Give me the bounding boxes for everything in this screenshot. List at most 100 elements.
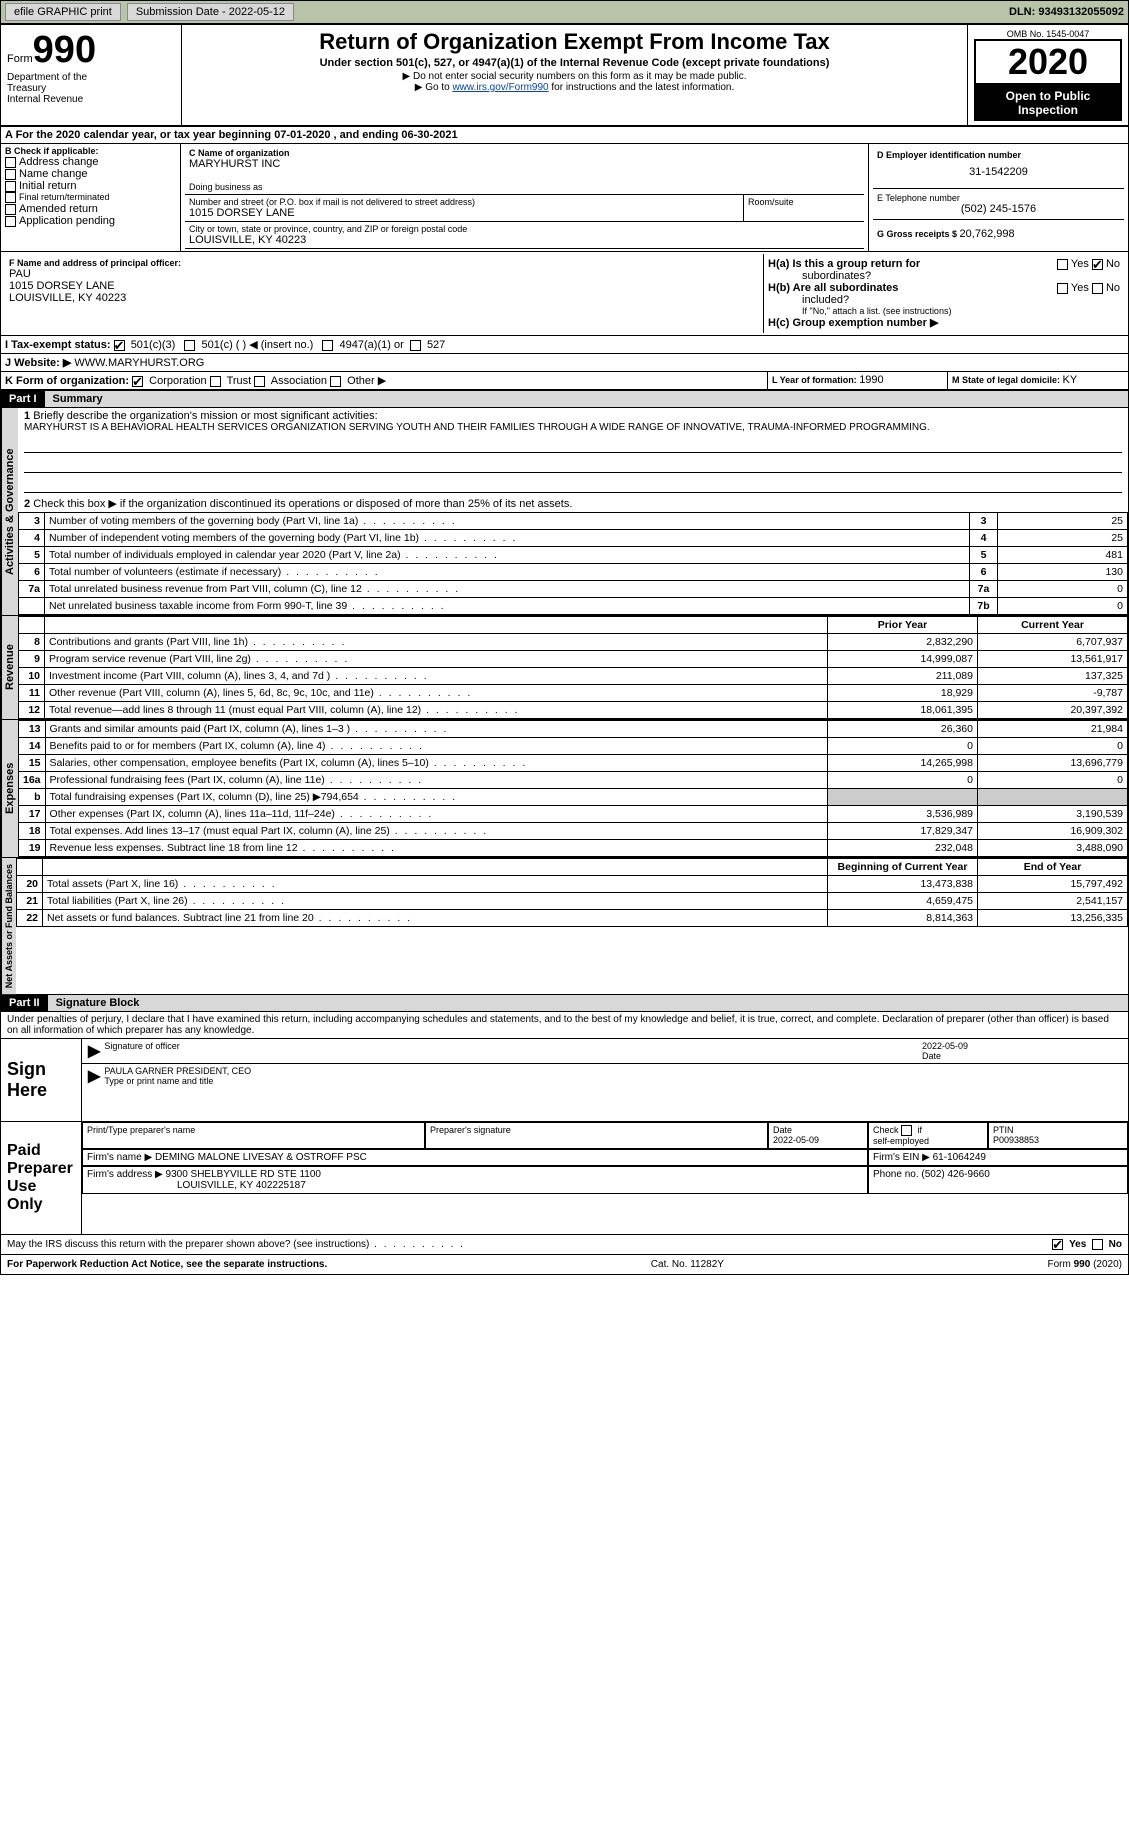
b-amended: Amended return: [19, 203, 98, 215]
table-row: 13Grants and similar amounts paid (Part …: [19, 721, 1128, 738]
chk-527[interactable]: [410, 340, 421, 351]
i-opt-501c: 501(c) ( ) ◀ (insert no.): [202, 339, 314, 351]
tab-net-assets: Net Assets or Fund Balances: [1, 858, 16, 994]
sign-here-block: Sign Here ▶ Signature of officer 2022-05…: [1, 1038, 1128, 1122]
firm-addr-label: Firm's address ▶: [87, 1169, 166, 1180]
h-a: H(a) Is this a group return for Yes No s…: [768, 258, 1120, 282]
table-row: 10Investment income (Part VIII, column (…: [19, 668, 1128, 685]
hdr-spacer: [19, 617, 45, 634]
hb-label: H(b) Are all subordinates: [768, 282, 898, 294]
page-footer: For Paperwork Reduction Act Notice, see …: [1, 1254, 1128, 1274]
chk-name-change[interactable]: [5, 169, 16, 180]
table-row: 20Total assets (Part X, line 16)13,473,8…: [17, 876, 1128, 893]
table-row: 7aTotal unrelated business revenue from …: [19, 581, 1128, 598]
org-name: MARYHURST INC: [189, 158, 860, 170]
i-opt-501c3: 501(c)(3): [131, 339, 176, 351]
chk-501c[interactable]: [184, 340, 195, 351]
chk-hb-yes[interactable]: [1057, 283, 1068, 294]
officer-print-name: PAULA GARNER PRESIDENT, CEO: [104, 1066, 251, 1076]
line-num: 10: [19, 668, 45, 685]
chk-ha-no[interactable]: [1092, 259, 1103, 270]
line-value: 0: [998, 598, 1128, 615]
chk-final-return[interactable]: [5, 192, 16, 203]
org-address: 1015 DORSEY LANE: [189, 207, 739, 219]
dept-line2: Treasury: [7, 83, 175, 94]
paid-preparer-label: Paid Preparer Use Only: [1, 1122, 81, 1234]
firm-addr1: 9300 SHELBYVILLE RD STE 1100: [166, 1169, 321, 1180]
i-opt-527: 527: [427, 339, 445, 351]
prior-value: 17,829,347: [828, 823, 978, 840]
current-value: 15,797,492: [978, 876, 1128, 893]
officer-print-label: Type or print name and title: [104, 1076, 213, 1086]
line-box: 7b: [970, 598, 998, 615]
firm-ein-value: 61-1064249: [933, 1152, 986, 1163]
line-num: 21: [17, 893, 43, 910]
chk-hb-no[interactable]: [1092, 283, 1103, 294]
dept-line3: Internal Revenue: [7, 94, 175, 105]
box-i: I Tax-exempt status: 501(c)(3) 501(c) ( …: [1, 336, 1128, 354]
chk-trust[interactable]: [210, 376, 221, 387]
instr-prefix: ▶ Go to: [415, 82, 453, 93]
line-label: Professional fundraising fees (Part IX, …: [45, 772, 827, 789]
chk-assoc[interactable]: [254, 376, 265, 387]
prep-self-emp: self-employed: [873, 1136, 929, 1146]
table-header-row: Prior YearCurrent Year: [19, 617, 1128, 634]
table-row: 19Revenue less expenses. Subtract line 1…: [19, 840, 1128, 857]
efile-graphic-print-button[interactable]: efile GRAPHIC print: [5, 3, 121, 21]
chk-501c3[interactable]: [114, 340, 125, 351]
current-value: 21,984: [978, 721, 1128, 738]
table-row: 6Total number of volunteers (estimate if…: [19, 564, 1128, 581]
col-prior: Beginning of Current Year: [828, 859, 978, 876]
hc-label: H(c) Group exemption number ▶: [768, 316, 1120, 329]
chk-ha-yes[interactable]: [1057, 259, 1068, 270]
i-label: I Tax-exempt status:: [5, 339, 111, 351]
chk-self-employed[interactable]: [901, 1125, 912, 1136]
prior-value: [828, 789, 978, 806]
current-value: 137,325: [978, 668, 1128, 685]
table-row: 4Number of independent voting members of…: [19, 530, 1128, 547]
expenses-table: 13Grants and similar amounts paid (Part …: [18, 720, 1128, 857]
line-box: 3: [970, 513, 998, 530]
current-value: 13,256,335: [978, 910, 1128, 927]
omb: OMB No. 1545-0047: [974, 29, 1122, 39]
line-label: Total revenue—add lines 8 through 11 (mu…: [45, 702, 828, 719]
sig-date-label: Date: [922, 1051, 941, 1061]
line-label: Total fundraising expenses (Part IX, col…: [45, 789, 827, 806]
chk-4947[interactable]: [322, 340, 333, 351]
firm-ein-label: Firm's EIN ▶: [873, 1152, 933, 1163]
part-2-title: Signature Block: [48, 995, 1128, 1011]
chk-discuss-no[interactable]: [1092, 1239, 1103, 1250]
line-box: 5: [970, 547, 998, 564]
submission-date-button[interactable]: Submission Date - 2022-05-12: [127, 3, 294, 21]
chk-amended[interactable]: [5, 204, 16, 215]
irs-link[interactable]: www.irs.gov/Form990: [452, 82, 548, 93]
table-row: 21Total liabilities (Part X, line 26)4,6…: [17, 893, 1128, 910]
governance-table: 3Number of voting members of the governi…: [18, 512, 1128, 615]
ptin-label: PTIN: [993, 1125, 1014, 1135]
chk-other[interactable]: [330, 376, 341, 387]
b-pending: Application pending: [19, 215, 115, 227]
col-prior: Prior Year: [828, 617, 978, 634]
q1-text: Briefly describe the organization's miss…: [33, 410, 377, 422]
open-to-public: Open to Public Inspection: [974, 85, 1122, 121]
line-num: 5: [19, 547, 45, 564]
line-label: Salaries, other compensation, employee b…: [45, 755, 827, 772]
chk-app-pending[interactable]: [5, 216, 16, 227]
line-a-period: A For the 2020 calendar year, or tax yea…: [1, 127, 1128, 144]
table-row: 16aProfessional fundraising fees (Part I…: [19, 772, 1128, 789]
box-k-l-m: K Form of organization: Corporation Trus…: [1, 372, 1128, 390]
prior-value: 2,832,290: [828, 634, 978, 651]
ha-yes: Yes: [1071, 258, 1089, 270]
k-assoc: Association: [271, 375, 327, 387]
line-num: 4: [19, 530, 45, 547]
discuss-yes: Yes: [1069, 1239, 1086, 1250]
line-label: Contributions and grants (Part VIII, lin…: [45, 634, 828, 651]
footer-form-word: Form: [1048, 1259, 1074, 1270]
chk-address-change[interactable]: [5, 157, 16, 168]
chk-initial-return[interactable]: [5, 181, 16, 192]
line-num: 12: [19, 702, 45, 719]
chk-corp[interactable]: [132, 376, 143, 387]
line-num: 8: [19, 634, 45, 651]
chk-discuss-yes[interactable]: [1052, 1239, 1063, 1250]
firm-name-label: Firm's name ▶: [87, 1152, 155, 1163]
